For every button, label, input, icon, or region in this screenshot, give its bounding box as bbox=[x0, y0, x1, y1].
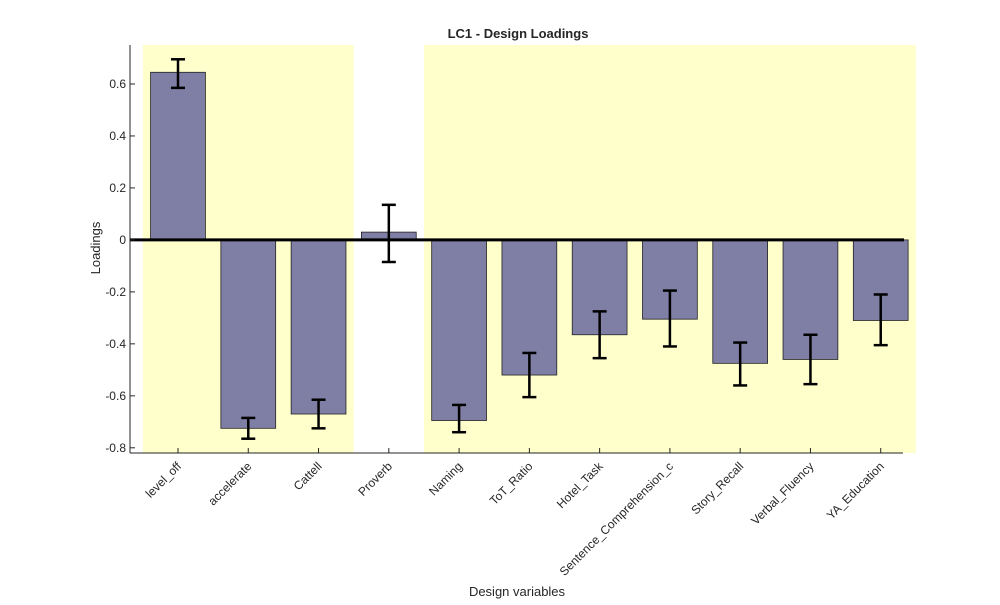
x-tick-label: Proverb bbox=[355, 459, 395, 499]
y-tick-label: 0.4 bbox=[109, 129, 126, 143]
y-tick-label: -0.6 bbox=[105, 389, 126, 403]
chart-title: LC1 - Design Loadings bbox=[448, 26, 589, 41]
bar-naming bbox=[431, 239, 487, 421]
y-tick-label: -0.2 bbox=[105, 285, 126, 299]
y-tick-label: -0.4 bbox=[105, 337, 126, 351]
axes-layer bbox=[129, 45, 904, 454]
bars-layer bbox=[150, 71, 909, 429]
x-tick-label: Story_Recall bbox=[688, 459, 746, 517]
y-axis-label: Loadings bbox=[88, 221, 103, 274]
x-tick-label: YA_Education bbox=[824, 459, 887, 522]
x-tick-label: Cattell bbox=[291, 459, 325, 493]
bar-accelerate bbox=[220, 239, 277, 429]
x-tick-label: Naming bbox=[426, 459, 465, 498]
x-tick-label: ToT_Ratio bbox=[487, 459, 536, 508]
x-tick-label: Sentence_Comprehension_c bbox=[557, 459, 676, 578]
y-tick-label: 0.2 bbox=[109, 181, 126, 195]
x-tick-label: level_off bbox=[143, 459, 185, 501]
y-tick-label: 0 bbox=[119, 233, 126, 247]
error-bars-layer bbox=[171, 58, 888, 440]
y-tick-label: -0.8 bbox=[105, 441, 126, 455]
y-tick-label: 0.6 bbox=[109, 77, 126, 91]
x-tick-label: accelerate bbox=[205, 459, 254, 508]
x-tick-label: Hotel_Task bbox=[554, 459, 607, 512]
x-tick-label: Verbal_Fluency bbox=[748, 459, 816, 527]
y-ticks-layer: -0.8 -0.6 -0.4 -0.2 0 0.2 0.4 0.6 bbox=[105, 77, 135, 455]
x-ticks-layer: level_off accelerate Cattell Proverb Naming T… bbox=[143, 448, 887, 579]
bar-level-off bbox=[150, 71, 206, 241]
bar-cattell bbox=[290, 239, 347, 415]
x-axis-label: Design variables bbox=[469, 584, 566, 599]
